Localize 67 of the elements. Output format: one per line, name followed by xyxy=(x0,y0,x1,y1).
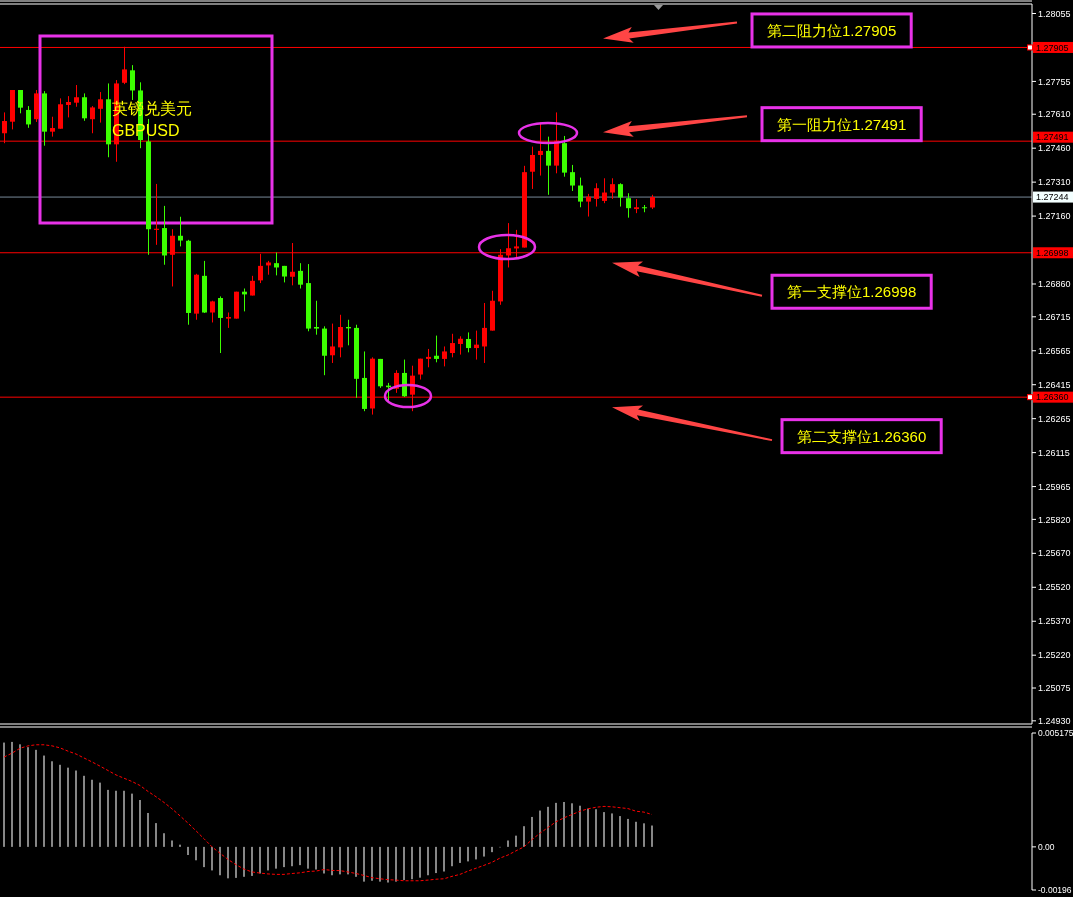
annotation: 第二支撑位1.26360 xyxy=(797,427,927,445)
y-tick-label: 1.27610 xyxy=(1038,109,1071,120)
candlestick xyxy=(578,177,583,208)
candlestick xyxy=(466,331,471,353)
annotation: 第二阻力位1.27905 xyxy=(767,21,897,39)
y-tick-label: 1.25370 xyxy=(1038,616,1071,627)
candlestick xyxy=(434,335,439,363)
candlestick xyxy=(330,323,335,364)
ref-line-label: 1.26998 xyxy=(1036,247,1069,258)
candlestick xyxy=(98,91,103,124)
candlestick xyxy=(82,92,87,122)
candlestick xyxy=(586,193,591,218)
candlestick xyxy=(50,116,55,138)
annotation: 第一阻力位1.27491 xyxy=(777,115,907,133)
candlestick xyxy=(338,314,343,358)
candlestick xyxy=(130,64,135,101)
candlestick xyxy=(66,95,71,118)
y-tick-label: 1.27310 xyxy=(1038,177,1071,188)
annotation: 第一支撑位1.26998 xyxy=(787,283,917,301)
candlestick xyxy=(218,295,223,354)
candlestick xyxy=(178,216,183,247)
candlestick xyxy=(530,146,535,190)
y-tick-label: 1.26115 xyxy=(1038,447,1070,458)
candlestick xyxy=(274,252,279,276)
candlestick xyxy=(594,182,599,208)
candlestick xyxy=(250,275,255,297)
candlestick xyxy=(602,177,607,204)
candlestick xyxy=(570,164,575,192)
y-tick-label: 1.24930 xyxy=(1038,715,1071,726)
y-tick-label: 1.25820 xyxy=(1038,514,1071,525)
ref-line-label: 1.27244 xyxy=(1036,192,1069,203)
y-tick-label: 1.25075 xyxy=(1038,683,1071,694)
y-tick-label: 1.25520 xyxy=(1038,582,1071,593)
candlestick xyxy=(546,136,551,196)
y-tick-label: 1.25670 xyxy=(1038,548,1071,559)
y-tick-label: 0.00 xyxy=(1038,841,1055,852)
y-tick-label: 1.26860 xyxy=(1038,279,1071,290)
ref-line-label: 1.26360 xyxy=(1036,392,1069,403)
y-tick-label: 1.26265 xyxy=(1038,413,1071,424)
y-tick-label: -0.00196 xyxy=(1038,884,1072,895)
candlestick xyxy=(458,335,463,356)
line-series xyxy=(3,744,653,882)
ref-line-label: 1.27905 xyxy=(1036,42,1069,53)
y-tick-label: 1.25965 xyxy=(1038,481,1071,492)
y-tick-label: 0.005175 xyxy=(1038,727,1073,738)
candlestick xyxy=(90,105,95,134)
y-tick-label: 1.27460 xyxy=(1038,143,1071,154)
candlestick xyxy=(482,302,487,364)
candlestick xyxy=(298,262,303,290)
candlestick xyxy=(426,348,431,368)
candlestick xyxy=(74,84,79,108)
candlestick xyxy=(450,333,455,358)
y-tick-label: 1.27755 xyxy=(1038,76,1071,87)
candlestick xyxy=(18,89,23,114)
ref-line-label: 1.27491 xyxy=(1036,132,1069,143)
y-tick-label: 1.26415 xyxy=(1038,379,1071,390)
candlestick xyxy=(442,345,447,367)
candlestick xyxy=(610,177,615,200)
y-tick-label: 1.26565 xyxy=(1038,345,1071,356)
y-tick-label: 1.28055 xyxy=(1038,8,1071,19)
candlestick xyxy=(26,105,31,129)
y-tick-label: 1.25220 xyxy=(1038,650,1071,661)
y-tick-label: 1.26715 xyxy=(1038,311,1071,322)
candlestick xyxy=(626,192,631,219)
y-tick-label: 1.27160 xyxy=(1038,211,1071,222)
candlestick xyxy=(314,300,319,336)
candlestick xyxy=(618,182,623,208)
